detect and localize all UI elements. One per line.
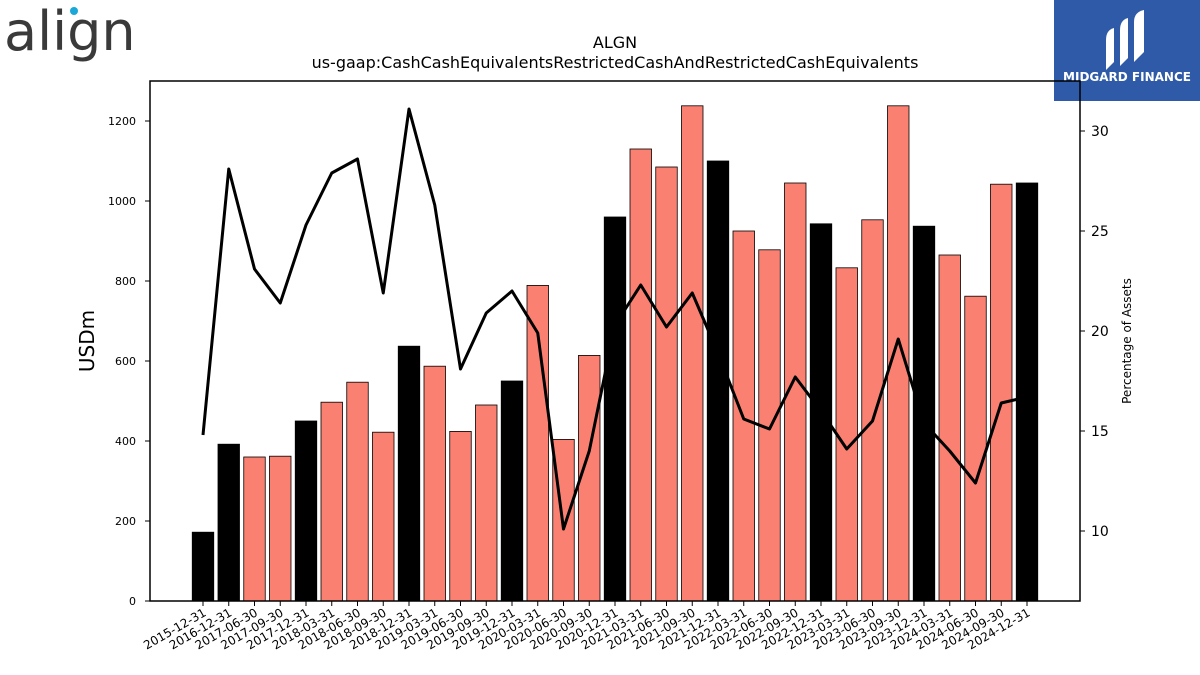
bar-2019-09-30 [475,404,498,602]
chart-subtitle: us-gaap:CashCashEquivalentsRestrictedCas… [312,53,919,72]
chart-title: ALGN [593,33,637,52]
midgard-logo-stroke-right [1134,10,1144,62]
y2-axis-ticks: 10 15 20 25 30 [1080,124,1109,540]
bar-2019-12-31 [500,380,524,602]
midgard-logo-stroke-left [1106,28,1114,70]
midgard-finance-logo: MIDGARD FINANCE [1054,0,1200,101]
y2-tick-label: 25 [1091,224,1109,240]
bar-2017-12-31 [294,420,318,602]
y2-tick-label: 20 [1091,324,1109,340]
bar-2023-09-30 [887,105,910,602]
bar-2024-03-31 [938,254,961,602]
align-logo-text: align [4,0,134,62]
y-axis-label: USDm [75,310,99,372]
y-tick-label: 200 [115,515,136,528]
y-tick-label: 400 [115,435,136,448]
bar-2020-12-31 [603,216,627,602]
x-axis-ticks: 2015-12-312016-12-312017-06-302017-09-30… [141,601,1033,652]
y-axis-ticks: 0 200 400 600 800 1000 1200 [108,115,150,608]
bar-2017-09-30 [269,455,292,602]
bar-2023-06-30 [861,219,884,602]
align-logo-mark: align [4,0,136,63]
align-logo: align [4,0,136,66]
line-group [201,107,1028,531]
midgard-logo-text: MIDGARD FINANCE [1063,70,1191,84]
y-tick-label: 0 [129,595,136,608]
midgard-logo-mark: MIDGARD FINANCE [1063,10,1191,84]
bar-2017-06-30 [243,456,266,602]
bar-2024-06-30 [964,295,987,602]
align-logo-dot [70,7,78,15]
bar-2018-09-30 [372,431,395,602]
bar-2021-03-31 [629,148,652,602]
bar-2024-09-30 [990,183,1013,602]
y-tick-label: 800 [115,275,136,288]
y2-tick-label: 15 [1091,424,1109,440]
y2-tick-label: 30 [1091,124,1109,140]
bar-2018-06-30 [346,381,369,602]
bar-2023-12-31 [912,225,936,602]
plot-frame [149,80,1081,602]
bar-2018-03-31 [320,401,343,602]
bar-2024-12-31 [1015,182,1039,602]
y-tick-label: 1200 [108,115,136,128]
bar-2019-03-31 [423,365,446,602]
midgard-logo-stroke-mid [1120,18,1128,66]
y2-tick-label: 10 [1091,524,1109,540]
bar-2023-03-31 [835,267,858,602]
bars-group [191,105,1039,602]
y-tick-label: 600 [115,355,136,368]
y2-axis-label: Percentage of Assets [1120,278,1134,404]
bar-2021-09-30 [681,105,704,602]
y-tick-label: 1000 [108,195,136,208]
bar-2018-12-31 [397,345,421,602]
bar-2021-06-30 [655,166,678,602]
bar-2016-12-31 [217,443,240,602]
bar-2015-12-31 [191,531,215,602]
bar-2021-12-31 [706,160,730,602]
bar-2019-06-30 [449,430,472,602]
